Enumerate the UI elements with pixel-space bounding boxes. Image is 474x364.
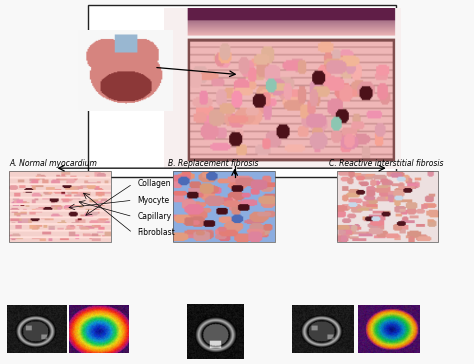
- Bar: [88, 5, 396, 177]
- Text: B. Replacement fibrosis: B. Replacement fibrosis: [168, 159, 259, 168]
- Bar: [337, 171, 438, 242]
- Text: Collagen: Collagen: [137, 179, 171, 188]
- Text: Fibroblast: Fibroblast: [137, 229, 175, 237]
- Text: A. Normal myocardium: A. Normal myocardium: [9, 159, 97, 168]
- Text: Capillary: Capillary: [137, 212, 172, 221]
- Text: C. Reactive interstitial fibrosis: C. Reactive interstitial fibrosis: [329, 159, 444, 168]
- Text: Myocyte: Myocyte: [137, 196, 170, 205]
- Bar: [173, 171, 275, 242]
- Bar: [9, 171, 111, 242]
